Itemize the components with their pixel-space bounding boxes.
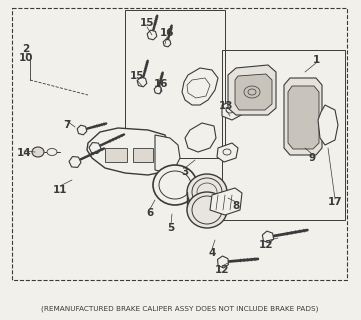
Ellipse shape: [47, 148, 57, 156]
Text: 8: 8: [232, 201, 240, 211]
Polygon shape: [262, 231, 274, 243]
Polygon shape: [318, 105, 338, 145]
Text: 4: 4: [208, 248, 216, 258]
Polygon shape: [154, 86, 162, 94]
Ellipse shape: [187, 192, 227, 228]
Polygon shape: [87, 128, 170, 175]
Polygon shape: [218, 256, 229, 268]
Polygon shape: [185, 123, 216, 152]
Polygon shape: [182, 68, 218, 105]
Bar: [12, 8, 347, 280]
Text: 2: 2: [22, 44, 30, 54]
Polygon shape: [89, 143, 101, 153]
Polygon shape: [222, 99, 245, 120]
Ellipse shape: [32, 147, 44, 157]
Bar: [133, 148, 153, 162]
Text: 3: 3: [181, 167, 189, 177]
Bar: [105, 148, 127, 162]
Ellipse shape: [187, 174, 227, 210]
Text: 9: 9: [308, 153, 316, 163]
Text: 14: 14: [17, 148, 31, 158]
Text: 7: 7: [63, 120, 71, 130]
Text: (REMANUFACTURED BRAKE CALIPER ASSY DOES NOT INCLUDE BRAKE PADS): (REMANUFACTURED BRAKE CALIPER ASSY DOES …: [41, 306, 319, 312]
Text: 17: 17: [328, 197, 342, 207]
Text: 15: 15: [140, 18, 154, 28]
Text: 16: 16: [160, 28, 174, 38]
Polygon shape: [228, 65, 276, 115]
Text: 16: 16: [154, 79, 168, 89]
Bar: [222, 50, 345, 220]
Text: 5: 5: [168, 223, 175, 233]
Polygon shape: [137, 77, 147, 87]
Bar: [125, 10, 225, 158]
Text: 13: 13: [219, 101, 233, 111]
Ellipse shape: [153, 165, 197, 205]
Polygon shape: [288, 86, 319, 149]
Polygon shape: [235, 74, 272, 110]
Text: 12: 12: [215, 265, 229, 275]
Polygon shape: [284, 78, 322, 155]
Polygon shape: [155, 135, 180, 172]
Text: 15: 15: [130, 71, 144, 81]
Polygon shape: [210, 188, 242, 215]
Text: 10: 10: [19, 53, 33, 63]
Polygon shape: [163, 39, 171, 47]
Text: 6: 6: [146, 208, 154, 218]
Text: 1: 1: [312, 55, 319, 65]
Polygon shape: [147, 30, 157, 40]
Polygon shape: [217, 143, 238, 162]
Text: 12: 12: [259, 240, 273, 250]
Polygon shape: [77, 125, 87, 135]
Polygon shape: [69, 156, 81, 167]
Text: 11: 11: [53, 185, 67, 195]
